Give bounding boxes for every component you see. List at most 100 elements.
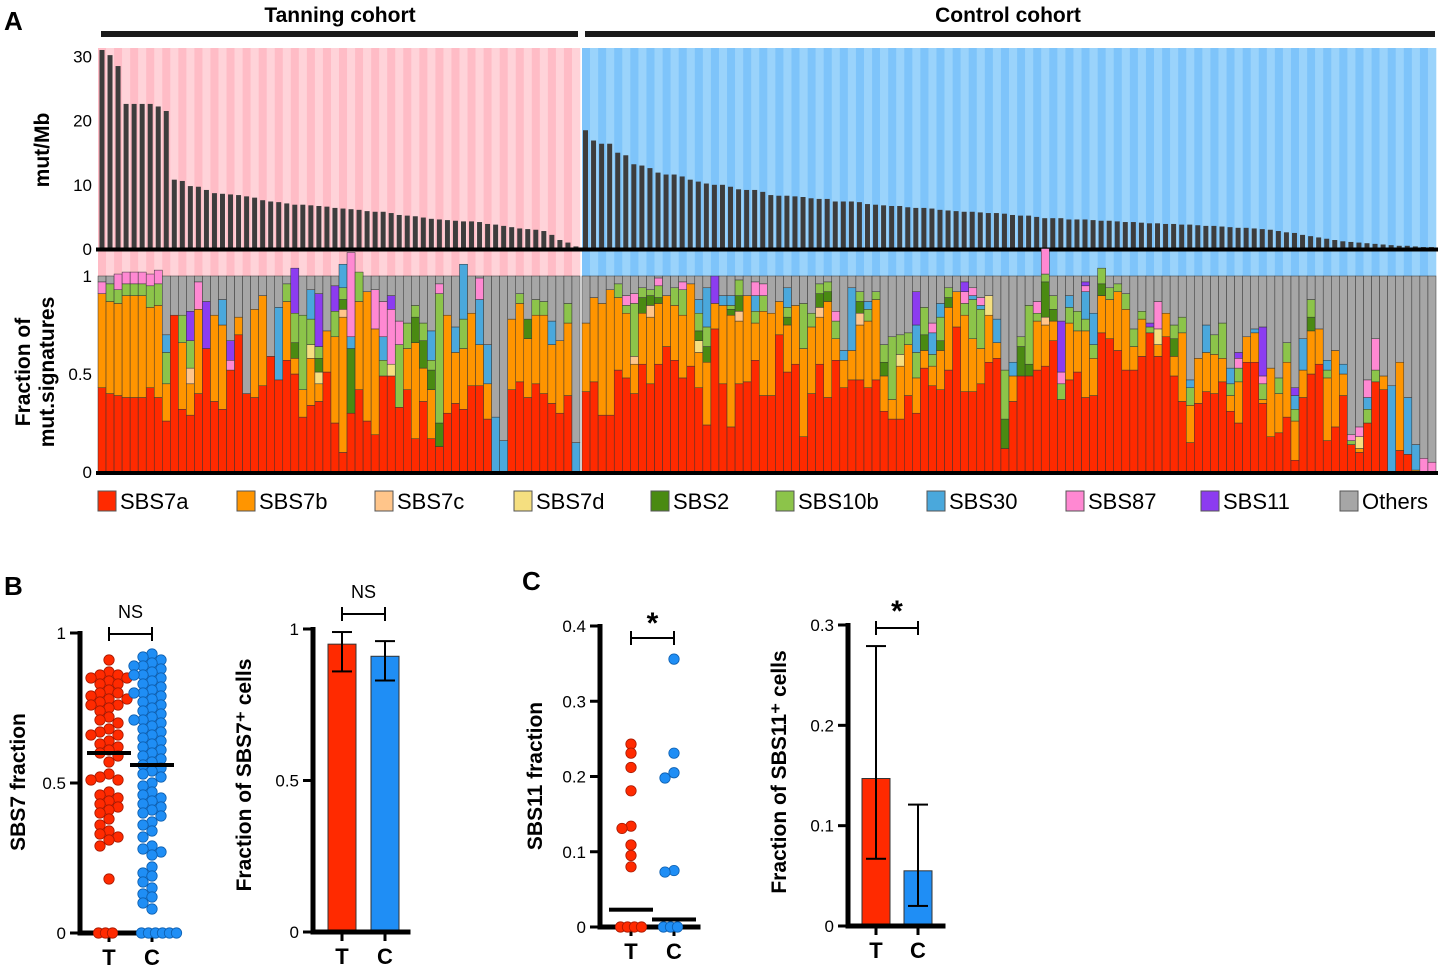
signature-segment-sbs2-control xyxy=(638,297,647,314)
tanning-bg-stripe xyxy=(515,48,525,276)
signature-segment-others-tanning xyxy=(419,275,428,324)
signature-segment-others-control xyxy=(783,275,792,289)
signature-segment-sbs2-control xyxy=(702,346,712,363)
signature-segment-sbs7a-tanning xyxy=(451,403,460,473)
data-point-t xyxy=(625,839,637,851)
tmb-bar-tanning xyxy=(99,50,105,249)
y-axis-line xyxy=(845,623,851,928)
signature-segment-sbs7b-tanning xyxy=(370,328,380,436)
tmb-bar-control xyxy=(719,184,725,249)
signature-segment-sbs7a-control xyxy=(968,391,978,473)
data-point-c xyxy=(146,891,158,903)
signature-segment-sbs7b-tanning xyxy=(515,303,525,383)
signature-segment-sbs7a-control xyxy=(775,334,784,473)
tmb-bar-tanning xyxy=(220,193,225,249)
signature-segment-sbs10b-tanning xyxy=(298,314,308,390)
signature-segment-sbs7b-control xyxy=(630,363,639,394)
signature-segment-sbs87-control xyxy=(1355,426,1364,437)
signature-segment-sbs10b-control xyxy=(1016,336,1026,347)
control-bg-stripe xyxy=(960,48,970,276)
legend-swatch-sbs10b xyxy=(775,490,795,512)
tmb-bar-control xyxy=(1058,218,1064,249)
signature-segment-sbs10b-control xyxy=(1347,440,1356,445)
tmb-bar-tanning xyxy=(517,228,523,249)
legend-label-sbs10b: SBS10b xyxy=(798,489,879,514)
signature-segment-sbs7b-tanning xyxy=(282,301,292,361)
control-bg-stripe xyxy=(1000,48,1010,276)
signature-segment-sbs7a-control xyxy=(783,371,792,473)
data-point-t xyxy=(112,729,124,741)
control-bg-stripe xyxy=(678,48,688,276)
control-bg-stripe xyxy=(1323,48,1332,276)
tmb-bar-tanning xyxy=(340,208,346,249)
tmb-bar-tanning xyxy=(195,186,201,249)
control-bg-stripe xyxy=(1041,48,1050,276)
tmb-baseline xyxy=(96,247,1438,252)
tmb-bar-control xyxy=(840,201,846,249)
data-point-c xyxy=(128,687,140,699)
signature-segment-others-control xyxy=(1129,275,1139,330)
signature-segment-others-control xyxy=(597,275,607,304)
signature-segment-others-tanning xyxy=(563,275,573,304)
signature-segment-sbs10b-control xyxy=(815,283,824,294)
signature-segment-sbs87-control xyxy=(630,293,639,304)
tanning-bg-stripe xyxy=(531,48,541,276)
data-point-c xyxy=(128,669,140,681)
signature-segment-sbs7a-tanning xyxy=(555,412,565,473)
signature-segment-sbs7a-control xyxy=(1040,365,1050,473)
signature-segment-sbs7b-control xyxy=(815,316,824,365)
control-bg-stripe xyxy=(783,48,792,276)
tmb-bar-tanning xyxy=(292,204,298,249)
signature-segment-sbs30-tanning xyxy=(547,320,557,345)
signature-segment-sbs7d-control xyxy=(1355,436,1364,449)
signature-segment-sbs10b-control xyxy=(887,336,897,400)
y-tick-label: 0.3 xyxy=(810,616,834,635)
signature-segment-sbs7a-control xyxy=(694,387,704,473)
data-point-c xyxy=(137,843,149,855)
tmb-bar-tanning xyxy=(380,211,386,249)
signature-segment-sbs7b-control xyxy=(654,303,663,365)
tmb-bar-tanning xyxy=(147,103,153,249)
signature-segment-sbs2-tanning xyxy=(314,358,324,373)
signature-segment-others-control xyxy=(807,275,816,314)
signature-segment-sbs7a-control xyxy=(1105,338,1114,473)
signature-segment-sbs7a-control xyxy=(960,391,969,473)
signature-segment-others-tanning xyxy=(467,275,476,314)
signature-segment-sbs7b-tanning xyxy=(330,336,340,424)
signature-segment-others-control xyxy=(1282,275,1292,343)
signature-segment-sbs7a-control xyxy=(1250,361,1260,473)
signature-segment-others-control xyxy=(928,275,937,324)
signature-legend: SBS7a SBS7b SBS7c SBS7d SBS2 SBS10b SBS30 SBS87… xyxy=(97,489,1428,514)
x-category-label-t: T xyxy=(102,945,116,970)
signature-segment-sbs7b-control xyxy=(791,305,800,365)
control-bg-stripe xyxy=(1363,48,1372,276)
signature-segment-others-control xyxy=(895,275,905,336)
signature-segment-others-tanning xyxy=(186,275,195,312)
control-bg-stripe xyxy=(1282,48,1292,276)
signature-segment-sbs7a-tanning xyxy=(218,409,227,473)
signature-segment-sbs7a-control xyxy=(678,377,687,473)
signature-segment-sbs30-control xyxy=(1387,385,1396,473)
legend-swatch-sbs11 xyxy=(1200,490,1220,512)
signature-segment-others-control xyxy=(1306,275,1316,300)
signature-segment-others-control xyxy=(1339,275,1348,365)
signature-segment-sbs10b-tanning xyxy=(121,283,131,296)
signature-segment-sbs7a-tanning xyxy=(282,360,292,473)
signature-segment-sbs7a-tanning xyxy=(394,407,404,473)
x-category-label-t: T xyxy=(624,939,638,964)
data-point-c xyxy=(137,831,149,843)
tmb-bar-control xyxy=(1227,227,1233,249)
tmb-bar-control xyxy=(1195,225,1201,249)
tmb-bar-control xyxy=(953,211,959,249)
data-point-t xyxy=(94,828,106,840)
signature-segment-sbs7b-control xyxy=(976,348,986,385)
signature-segment-sbs7a-control xyxy=(1331,426,1340,473)
signature-segment-others-control xyxy=(1065,275,1074,296)
signature-segment-others-tanning xyxy=(475,275,484,279)
signature-segment-sbs7a-tanning xyxy=(435,446,444,473)
y-tick-mark xyxy=(838,924,848,928)
legend-swatch-sbs7d xyxy=(513,490,533,512)
tmb-bar-control xyxy=(1380,244,1386,249)
signature-segment-sbs10b-tanning xyxy=(162,352,171,385)
data-point-c xyxy=(659,866,671,878)
